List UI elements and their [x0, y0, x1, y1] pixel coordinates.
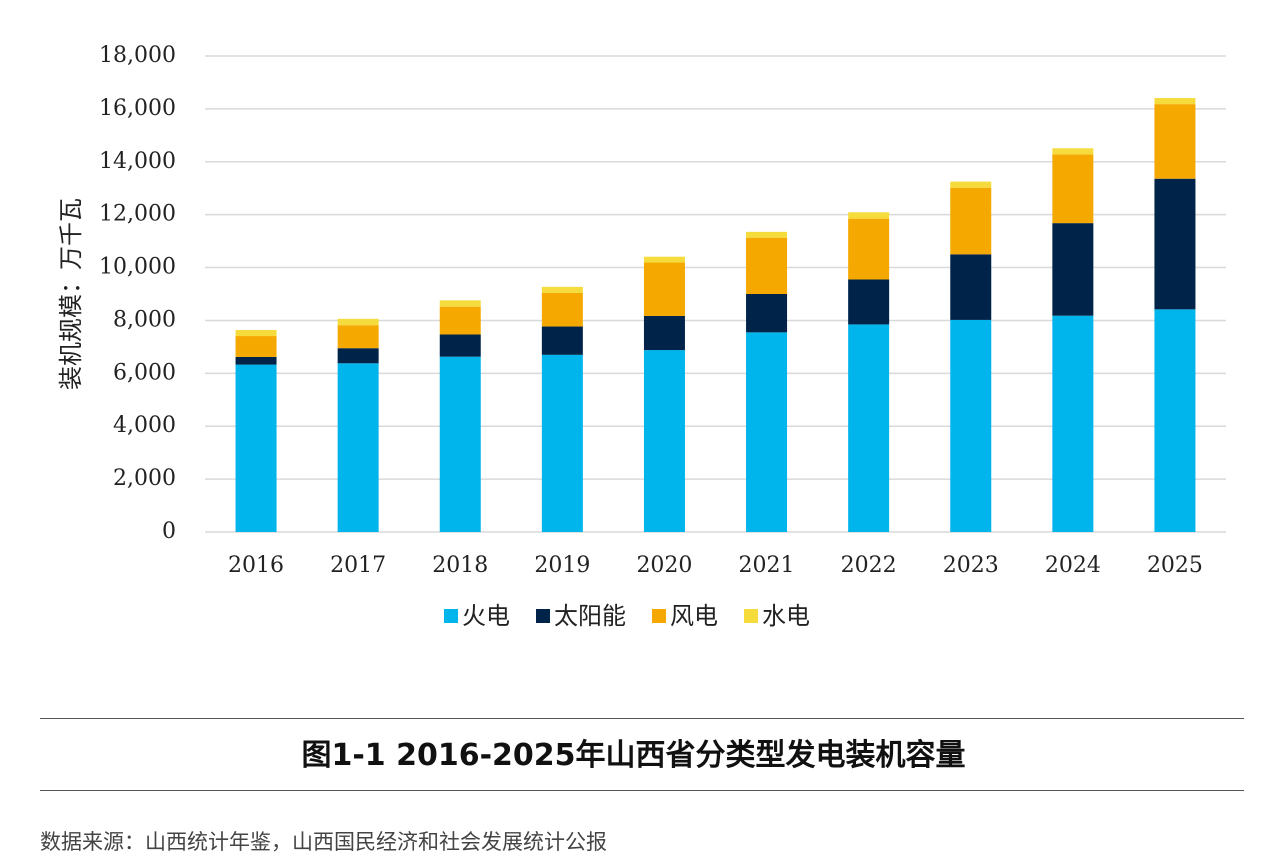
- y-tick-label: 12,000: [99, 202, 176, 227]
- bar-segment: [950, 319, 992, 532]
- legend-label: 风电: [670, 602, 718, 630]
- bar-segment: [848, 324, 890, 532]
- bar-segment: [337, 318, 379, 326]
- bar-segment: [439, 334, 481, 357]
- bar-segment: [848, 212, 890, 219]
- x-tick-label: 2025: [1147, 553, 1203, 578]
- y-tick-label: 16,000: [99, 96, 176, 121]
- bar-segment: [235, 364, 277, 532]
- x-tick-label: 2024: [1045, 553, 1101, 578]
- bar-segment: [746, 231, 788, 238]
- x-tick-label: 2022: [841, 553, 897, 578]
- stacked-bar-chart: 0 2,000 4,000 6,000 8,000 10,000 12,000 14,000 1…: [57, 43, 1226, 630]
- legend-label: 火电: [462, 602, 510, 630]
- bar-segment: [1052, 154, 1094, 224]
- y-tick-label: 18,000: [99, 43, 176, 68]
- bar-segment: [235, 356, 277, 365]
- bar-segment: [541, 326, 583, 355]
- bar-segment: [439, 306, 481, 335]
- bar-segment: [746, 237, 788, 294]
- bar-segment: [541, 286, 583, 293]
- bar-segment: [1052, 315, 1094, 532]
- bar-segment: [848, 279, 890, 325]
- x-tick-labels: 2016 2017 2018 2019 2020 2021 2022 2023 2024 2025: [228, 553, 1203, 578]
- y-tick-label: 6,000: [113, 360, 176, 385]
- bar-segment: [235, 336, 277, 357]
- bar-segment: [439, 356, 481, 532]
- bar-segment: [848, 218, 890, 280]
- bar-segment: [950, 254, 992, 320]
- y-tick-label: 0: [162, 519, 176, 544]
- bar-segment: [439, 300, 481, 307]
- bar-segment: [643, 315, 685, 351]
- source-note: 数据来源：山西统计年鉴，山西国民经济和社会发展统计公报: [40, 830, 607, 854]
- x-tick-label: 2018: [432, 553, 488, 578]
- y-tick-label: 4,000: [113, 413, 176, 438]
- bar-segment: [541, 292, 583, 327]
- bar-segment: [541, 354, 583, 532]
- legend-swatch: [536, 609, 550, 623]
- bar-segment: [950, 187, 992, 255]
- bars: [235, 98, 1196, 532]
- bar-segment: [1052, 148, 1094, 155]
- bar-segment: [1052, 223, 1094, 316]
- bar-segment: [337, 363, 379, 532]
- y-tick-label: 10,000: [99, 255, 176, 280]
- x-tick-label: 2023: [943, 553, 999, 578]
- bar-segment: [337, 348, 379, 364]
- y-tick-label: 8,000: [113, 307, 176, 332]
- legend-swatch: [744, 609, 758, 623]
- bar-segment: [235, 329, 277, 337]
- caption-top-rule: [40, 718, 1244, 719]
- bar-segment: [1154, 98, 1196, 105]
- bar-segment: [643, 262, 685, 316]
- y-tick-label: 14,000: [99, 149, 176, 174]
- caption-bottom-rule: [40, 790, 1244, 791]
- legend-label: 太阳能: [554, 602, 626, 630]
- legend-swatch: [652, 609, 666, 623]
- y-tick-labels: 0 2,000 4,000 6,000 8,000 10,000 12,000 14,000 1…: [99, 43, 176, 544]
- x-tick-label: 2016: [228, 553, 284, 578]
- figure-caption: 图1-1 2016-2025年山西省分类型发电装机容量: [301, 738, 966, 773]
- x-tick-label: 2021: [739, 553, 795, 578]
- bar-segment: [1154, 178, 1196, 310]
- bar-segment: [746, 294, 788, 333]
- legend-swatch: [444, 609, 458, 623]
- legend-label: 水电: [762, 602, 810, 630]
- x-tick-label: 2020: [636, 553, 692, 578]
- y-tick-label: 2,000: [113, 466, 176, 491]
- x-tick-label: 2019: [534, 553, 590, 578]
- y-axis-label: 装机规模：万千瓦: [57, 198, 85, 390]
- x-tick-label: 2017: [330, 553, 386, 578]
- bar-segment: [1154, 309, 1196, 532]
- legend: 火电 太阳能 风电 水电: [444, 602, 810, 630]
- bar-segment: [337, 325, 379, 349]
- bar-segment: [643, 256, 685, 263]
- bar-segment: [1154, 104, 1196, 179]
- bar-segment: [950, 181, 992, 188]
- bar-segment: [643, 350, 685, 532]
- bar-segment: [746, 332, 788, 532]
